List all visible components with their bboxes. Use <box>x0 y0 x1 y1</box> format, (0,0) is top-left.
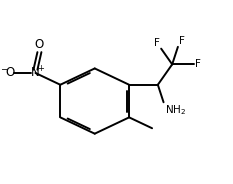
Text: NH$_2$: NH$_2$ <box>165 103 186 117</box>
Text: −: − <box>0 64 8 73</box>
Text: F: F <box>195 59 201 69</box>
Text: O: O <box>5 66 15 79</box>
Text: F: F <box>178 36 185 46</box>
Text: F: F <box>154 38 160 48</box>
Text: O: O <box>35 38 44 51</box>
Text: N: N <box>31 66 40 79</box>
Text: +: + <box>37 64 44 73</box>
